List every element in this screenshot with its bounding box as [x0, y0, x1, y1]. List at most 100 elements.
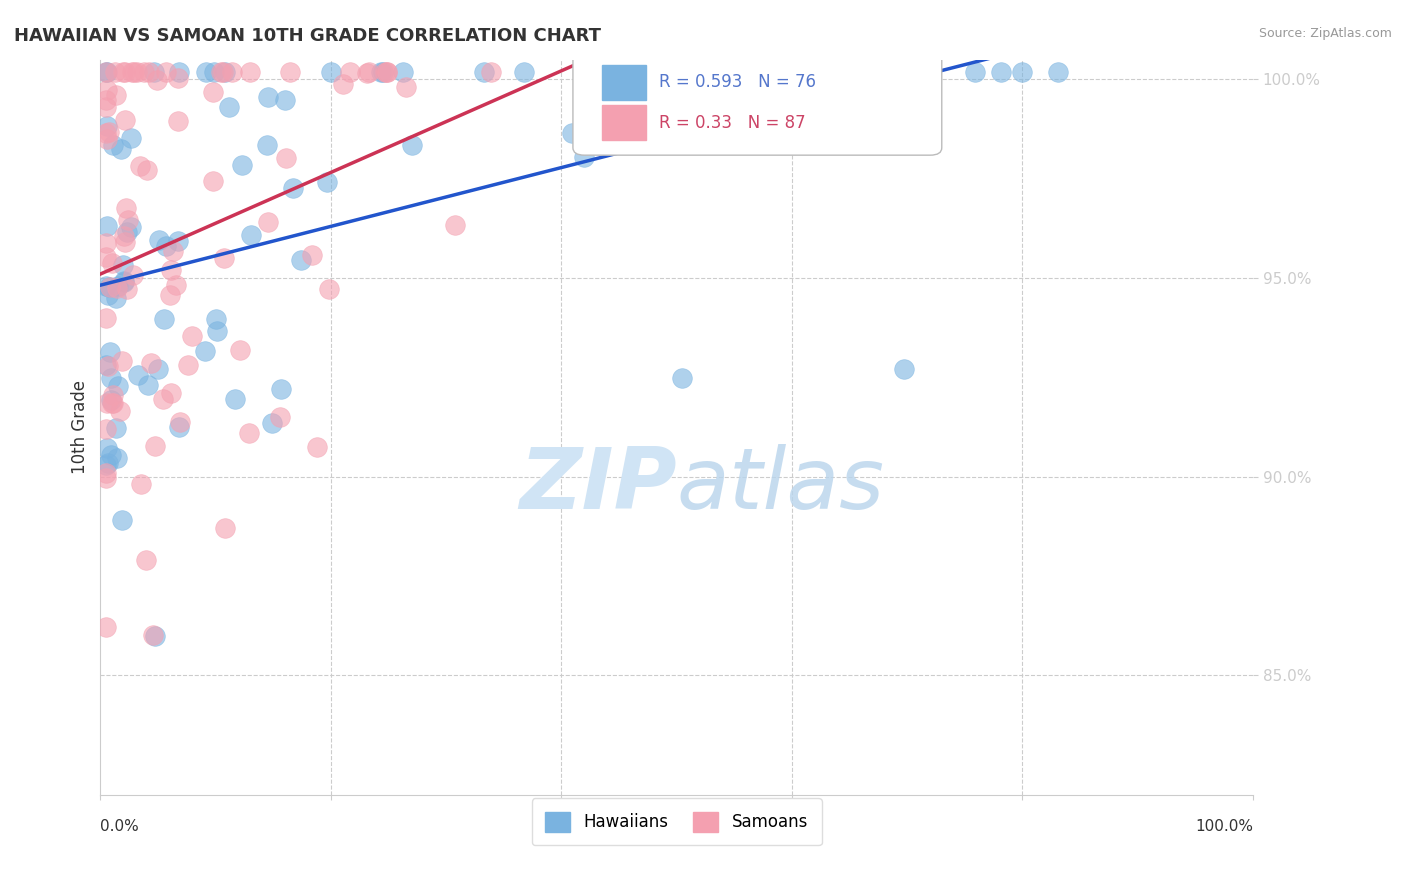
FancyBboxPatch shape [602, 65, 645, 100]
Point [283, 180, 305, 194]
Point [114, 112, 136, 127]
Point [155, 239, 177, 253]
Point [148, 362, 170, 376]
Point [117, 282, 139, 296]
Point [105, 450, 128, 465]
Text: ZIP: ZIP [519, 444, 676, 527]
Point [224, 392, 246, 406]
Point [561, 126, 583, 140]
Point [97, 456, 120, 470]
Point [256, 138, 278, 153]
Point [221, 64, 243, 78]
Point [104, 64, 127, 78]
Point [167, 234, 190, 248]
Point [990, 64, 1012, 78]
Point [100, 392, 122, 407]
Point [94, 126, 117, 140]
Text: R = 0.593   N = 76: R = 0.593 N = 76 [659, 73, 817, 91]
Point [120, 219, 142, 234]
Point [96, 250, 118, 264]
Point [238, 426, 260, 441]
Point [162, 244, 184, 258]
Point [98, 280, 121, 294]
Point [965, 64, 987, 78]
Point [318, 282, 340, 296]
Point [96, 64, 118, 78]
Point [472, 64, 495, 78]
Point [177, 358, 200, 372]
Point [239, 227, 262, 242]
Point [97, 125, 120, 139]
Point [135, 553, 157, 567]
Point [104, 88, 127, 103]
Text: 0.0%: 0.0% [100, 819, 139, 833]
Point [370, 64, 392, 78]
Point [100, 448, 122, 462]
Point [105, 291, 128, 305]
Point [239, 64, 262, 78]
Point [167, 114, 190, 128]
Point [112, 274, 135, 288]
Point [202, 64, 225, 78]
Point [893, 362, 915, 376]
Point [209, 64, 232, 78]
Point [359, 64, 381, 78]
Point [136, 378, 159, 392]
Point [194, 343, 217, 358]
Point [96, 235, 118, 250]
Point [160, 262, 183, 277]
Point [305, 440, 328, 454]
Point [148, 234, 170, 248]
Point [115, 226, 138, 240]
Point [96, 458, 118, 472]
Point [112, 275, 135, 289]
Point [395, 79, 418, 94]
Point [114, 235, 136, 249]
Point [572, 150, 595, 164]
Point [444, 218, 467, 232]
Point [142, 628, 165, 642]
Point [167, 71, 190, 86]
Point [129, 476, 152, 491]
Point [212, 64, 235, 78]
Text: HAWAIIAN VS SAMOAN 10TH GRADE CORRELATION CHART: HAWAIIAN VS SAMOAN 10TH GRADE CORRELATIO… [14, 27, 600, 45]
Point [120, 131, 142, 145]
Point [374, 64, 396, 78]
Point [671, 370, 693, 384]
Point [1046, 64, 1069, 78]
Point [98, 280, 121, 294]
Point [110, 143, 132, 157]
Point [229, 343, 252, 357]
Text: 100.0%: 100.0% [1195, 819, 1253, 833]
Point [160, 385, 183, 400]
Point [96, 93, 118, 107]
Point [202, 174, 225, 188]
Point [257, 90, 280, 104]
Point [100, 371, 122, 385]
Point [145, 439, 167, 453]
Point [316, 175, 339, 189]
Point [96, 466, 118, 480]
Point [513, 64, 536, 78]
Point [96, 64, 118, 78]
Point [96, 100, 118, 114]
Point [111, 354, 134, 368]
Point [273, 93, 295, 107]
Point [614, 64, 637, 78]
Point [195, 64, 218, 78]
Point [108, 403, 131, 417]
Point [143, 64, 166, 78]
Point [145, 73, 167, 87]
Point [96, 620, 118, 634]
Point [122, 64, 145, 78]
Point [107, 378, 129, 392]
Point [377, 64, 399, 78]
Point [115, 201, 138, 215]
Point [274, 151, 297, 165]
Point [128, 159, 150, 173]
Point [205, 324, 228, 338]
Point [96, 471, 118, 485]
Point [201, 85, 224, 99]
Point [107, 279, 129, 293]
Point [269, 409, 291, 424]
